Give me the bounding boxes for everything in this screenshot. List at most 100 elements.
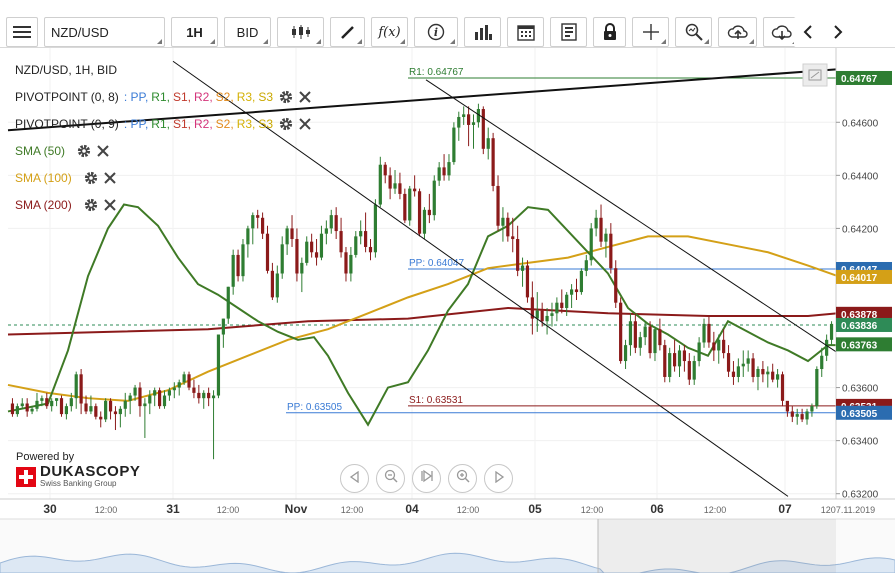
pivot-level-label: R1: 0.64767 [409,67,464,78]
gear-icon[interactable] [84,171,98,185]
candle-body [565,294,569,308]
candle [638,331,642,356]
upload-button[interactable] [718,17,757,47]
candle [471,114,476,149]
candle [133,384,137,401]
lock-button[interactable] [593,17,626,47]
candle-body [231,254,235,287]
gear-icon[interactable] [279,90,293,104]
instrument-selector[interactable]: NZD/USD [44,17,165,47]
candle-body [820,355,824,370]
info-button[interactable]: i [414,17,458,47]
zoom-in-button[interactable] [448,464,477,493]
reset-view-button[interactable] [412,464,441,493]
period-selector[interactable]: 1H [171,17,218,47]
candle [368,239,373,261]
draw-button[interactable] [330,17,365,47]
candle-body [501,217,505,226]
candle [30,406,34,415]
close-icon[interactable] [299,90,311,103]
gear-icon[interactable] [84,198,98,212]
candle-body [648,326,652,354]
function-button[interactable]: f(x) [371,17,408,47]
zoom-out-button[interactable] [376,464,405,493]
gear-icon[interactable] [77,144,91,158]
legend-sma-50[interactable]: SMA (50) [15,137,311,164]
candle-body [50,400,54,407]
candle [79,369,83,415]
close-icon[interactable] [299,117,311,130]
candle [202,390,206,409]
candle [594,209,598,237]
close-icon[interactable] [97,144,109,157]
candle [628,313,633,356]
candle [569,284,574,308]
scroll-left-button[interactable] [340,464,369,493]
candle [349,246,353,282]
crosshair-button[interactable] [632,17,669,47]
report-button[interactable] [550,17,587,47]
overview-navigator[interactable] [0,518,895,573]
legend-sma-100[interactable]: SMA (100) [15,164,311,191]
candle [177,379,181,396]
candle [741,350,745,377]
candle-body [153,390,157,396]
candle-body [94,406,98,417]
candle [113,406,118,431]
candle [143,398,147,438]
candle [736,358,740,383]
zoom-button[interactable] [675,17,712,47]
close-icon[interactable] [103,198,116,211]
candle [682,345,687,372]
candle-body [314,252,319,258]
candle-body [69,398,73,407]
candle [589,223,593,266]
candle-body [383,164,387,176]
candle-body [623,345,628,362]
candle [246,225,250,258]
candle-body [216,334,221,396]
price-tag: 0.64017 [836,269,892,284]
candle [697,337,701,367]
candle-body [599,217,603,242]
price-chart[interactable]: R1: 0.64767 PP: 0.64047 S1: 0.63531 PP: 0.6… [0,48,895,573]
candle [687,353,691,385]
close-icon[interactable] [103,171,116,184]
next-button[interactable] [824,17,852,47]
price-tag-bg [836,70,892,85]
sma-label: SMA (200) [15,197,72,212]
candle-body [310,241,314,253]
dukascopy-logo[interactable]: DUKASCOPY Swiss Banking Group [16,464,140,488]
calendar-button[interactable] [507,17,544,47]
time-tick-label: 05 [528,502,542,516]
expand-icon[interactable] [802,63,828,87]
candle-body [481,109,485,149]
time-tick-label: 12:00 [217,505,240,515]
gear-icon[interactable] [279,117,293,131]
price-tag-label: 0.63505 [841,409,878,420]
legend-pivot-2[interactable]: PIVOTPOINT (0, 9) : PP, R1, S1, R2, S2, … [15,110,311,137]
menu-button[interactable] [6,17,38,47]
candle-body [432,180,436,216]
chart-type-button[interactable] [277,17,324,47]
indicators-button[interactable] [464,17,501,47]
pivot-level-r1: R1, [151,116,170,131]
time-axis[interactable]: 30 12:00 31 12:00 Nov 12:00 04 12:00 05 12:00 06 12… [0,498,895,519]
prev-button[interactable] [794,17,822,47]
candle-body [540,310,544,322]
scroll-right-button[interactable] [484,464,513,493]
candle [15,403,19,417]
candle-body [687,361,691,380]
legend-pivot-1[interactable]: PIVOTPOINT (0, 8) : PP, R1, S1, R2, S2, … [15,83,311,110]
legend-sma-200[interactable]: SMA (200) [15,191,311,218]
side-selector[interactable]: BID [224,17,271,47]
candle [530,281,534,335]
candle [403,188,407,224]
price-tag: 0.63878 [836,306,892,321]
candle [643,321,647,346]
candle-body [143,403,147,407]
candle [123,392,127,417]
candle [339,217,343,258]
candle [491,132,495,192]
candle [427,193,431,224]
